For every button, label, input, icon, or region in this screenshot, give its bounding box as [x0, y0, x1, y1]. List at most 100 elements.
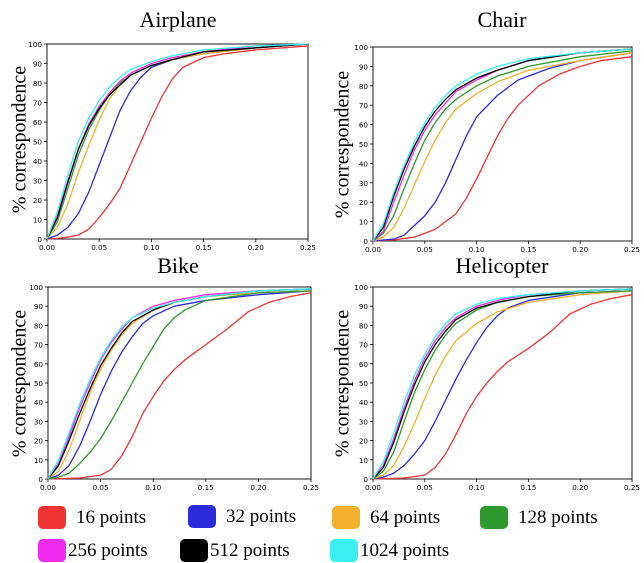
legend-item-16: 16 points: [38, 506, 146, 529]
x-tick-label: 0.15: [198, 483, 214, 492]
series-line-1024-points: [372, 48, 633, 242]
plot-frame: [372, 46, 633, 242]
x-tick-label: 0.10: [143, 243, 159, 252]
series-line-256-points: [47, 288, 312, 480]
y-tick-label: 90: [359, 62, 369, 71]
legend-label-1024: 1024 points: [360, 539, 450, 561]
series-line-512-points: [372, 48, 633, 242]
legend-label-256: 256 points: [68, 539, 148, 561]
x-tick-label: 0.20: [572, 245, 588, 254]
series-line-32-points: [47, 290, 312, 480]
legend-swatch-512: [180, 539, 208, 562]
chart-title-airplane: Airplane: [139, 7, 217, 32]
y-tick-label: 100: [354, 283, 368, 292]
series-line-1024-points: [46, 43, 309, 240]
y-tick-label: 10: [34, 456, 44, 465]
y-tick-label: 20: [359, 198, 369, 207]
x-tick-label: 0.00: [39, 243, 55, 252]
x-tick-label: 0.25: [624, 245, 640, 254]
legend-label-128: 128 points: [518, 506, 598, 528]
series-line-64-points: [46, 43, 309, 240]
x-tick-label: 0.10: [469, 483, 485, 492]
series-line-64-points: [372, 52, 633, 242]
x-tick-label: 0.15: [196, 243, 212, 252]
series-line-64-points: [372, 290, 633, 480]
chart-title-chair: Chair: [477, 7, 527, 32]
legend-swatch-64: [332, 506, 360, 529]
y-tick-label: 50: [34, 379, 44, 388]
legend-item-64: 64 points: [332, 506, 440, 529]
series-line-32-points: [372, 290, 633, 480]
x-tick-label: 0.00: [365, 245, 381, 254]
x-tick-label: 0.20: [572, 483, 588, 492]
x-tick-label: 0.15: [520, 483, 536, 492]
y-tick-label: 20: [34, 437, 44, 446]
series-line-16-points: [372, 56, 633, 242]
y-tick-label: 60: [33, 118, 43, 127]
legend-swatch-128: [480, 506, 508, 529]
chart-bike: 0 10 20 30 40 50 60 70 80 90 100 0.00 0.05 0.10 0.15 0.…: [29, 283, 319, 492]
x-tick-label: 0.05: [91, 243, 107, 252]
y-tick-label: 80: [34, 321, 44, 330]
y-tick-label: 0: [38, 475, 43, 484]
y-tick-label: 40: [359, 398, 369, 407]
legend: 16 points 32 points 64 points 128 points…: [0, 496, 644, 563]
series-line-16-points: [47, 292, 312, 480]
x-tick-label: 0.25: [624, 483, 640, 492]
y-tick-label: 70: [359, 101, 369, 110]
legend-label-512: 512 points: [210, 539, 290, 561]
y-tick-label: 20: [359, 437, 369, 446]
y-tick-label: 40: [359, 159, 369, 168]
x-tick-label: 0.20: [248, 243, 264, 252]
x-tick-label: 0.05: [417, 245, 433, 254]
y-tick-label: 10: [33, 216, 43, 225]
x-tick-label: 0.25: [303, 483, 319, 492]
y-tick-label: 80: [359, 82, 369, 91]
legend-swatch-32: [188, 505, 216, 528]
legend-item-32: 32 points: [188, 505, 296, 528]
y-tick-label: 20: [33, 196, 43, 205]
legend-swatch-1024: [330, 539, 358, 562]
y-tick-label: 90: [33, 60, 43, 69]
series-line-1024-points: [372, 288, 633, 480]
series-line-16-points: [46, 45, 309, 240]
y-tick-label: 90: [34, 302, 44, 311]
chart-airplane: 0 10 20 30 40 50 60 70 80 90 100 0.00 0.05 0.10 0.15 0.…: [28, 40, 316, 252]
series-line-128-points: [372, 50, 633, 242]
series-line-512-points: [372, 288, 633, 480]
x-tick-label: 0.00: [365, 483, 381, 492]
y-tick-label: 30: [33, 177, 43, 186]
chart-chair: 0 10 20 30 40 50 60 70 80 90 100 0.00 0.05 0.10 0.15 0.…: [354, 43, 640, 254]
y-tick-label: 30: [34, 417, 44, 426]
y-tick-label: 30: [359, 179, 369, 188]
x-tick-label: 0.25: [300, 243, 316, 252]
legend-label-32: 32 points: [226, 505, 297, 527]
y-tick-label: 100: [28, 40, 42, 49]
y-tick-label: 100: [29, 283, 43, 292]
x-tick-label: 0.10: [469, 245, 485, 254]
y-tick-label: 30: [359, 417, 369, 426]
y-tick-label: 60: [359, 360, 369, 369]
y-tick-label: 0: [363, 237, 368, 246]
legend-label-64: 64 points: [370, 506, 441, 528]
legend-item-512: 512 points: [180, 539, 290, 562]
chart-title-bike: Bike: [157, 253, 199, 278]
x-tick-label: 0.05: [417, 483, 433, 492]
plot-frame: [47, 286, 312, 480]
chart-title-helicopter: Helicopter: [455, 253, 549, 278]
legend-item-256: 256 points: [38, 539, 148, 562]
plot-frame: [372, 286, 633, 480]
y-tick-label: 0: [363, 475, 368, 484]
y-tick-label: 100: [354, 43, 368, 52]
legend-label-16: 16 points: [76, 506, 147, 528]
y-tick-label: 60: [34, 360, 44, 369]
series-line-1024-points: [47, 288, 312, 480]
x-tick-label: 0.10: [145, 483, 161, 492]
series-line-512-points: [46, 43, 309, 240]
y-tick-label: 70: [359, 341, 369, 350]
legend-item-1024: 1024 points: [330, 539, 449, 562]
y-tick-label: 10: [359, 456, 369, 465]
x-tick-label: 0.15: [520, 245, 536, 254]
legend-item-128: 128 points: [480, 506, 598, 529]
y-tick-label: 50: [359, 379, 369, 388]
